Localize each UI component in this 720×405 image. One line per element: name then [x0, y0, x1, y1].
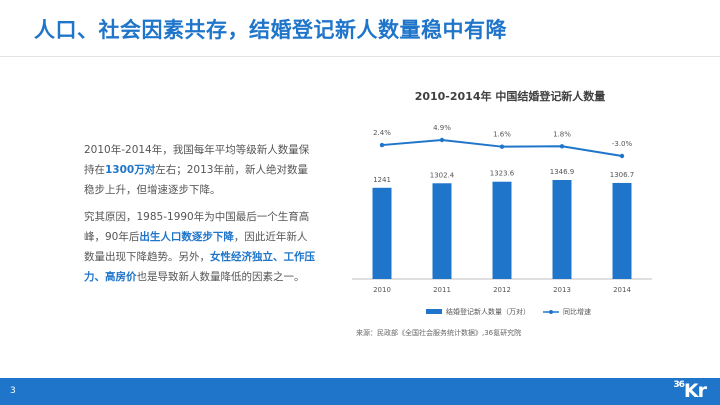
footer-bar: 3 36Kr [0, 378, 720, 405]
legend-line-marker [549, 310, 553, 314]
legend-bar-swatch [426, 309, 442, 314]
text-run: 究其原因，1985-1990年为中国最后一个生育高峰，90年后 [84, 211, 310, 243]
chart-source: 来源：民政部《全国社会服务统计数据》,36氪研究院 [356, 328, 521, 337]
growth-point [499, 144, 505, 149]
text-run: 也是导致新人数量降低的因素之一。 [136, 271, 305, 283]
logo-letters: Kr [683, 380, 707, 402]
x-tick-label: 2011 [433, 286, 451, 294]
legend-bar-label: 结婚登记新人数量（万对） [446, 307, 530, 316]
x-tick-label: 2010 [373, 286, 391, 294]
x-tick-label: 2014 [613, 286, 631, 294]
chart-title: 2010-2014年 中国结婚登记新人数量 [415, 89, 606, 103]
page-title: 人口、社会因素共存，结婚登记新人数量稳中有降 [34, 18, 507, 42]
bar-2012 [492, 181, 512, 279]
bar-2011 [432, 183, 452, 279]
text-run: 左右；2013年前，新人绝对数量稳步上升，但增速逐步下降。 [84, 164, 308, 196]
bar-2013 [552, 180, 572, 279]
logo-number: 36 [673, 380, 684, 390]
growth-label: 1.8% [553, 130, 571, 138]
growth-label: 2.4% [373, 129, 391, 137]
growth-label: -3.0% [612, 140, 633, 148]
growth-point [559, 144, 565, 149]
growth-point [379, 142, 385, 148]
description-text: 2010年-2014年，我国每年平均等级新人数量保持在1300万对左右；2013… [84, 140, 316, 294]
growth-label: 4.9% [433, 124, 451, 132]
bar-label: 1346.9 [550, 168, 575, 176]
text-run: ，因此近年新人数量出现下降趋势。另外， [84, 231, 308, 263]
bar-label: 1323.6 [490, 170, 515, 178]
growth-point [439, 137, 445, 143]
marriage-chart: 2010-2014年 中国结婚登记新人数量 来源：民政部《全国社会服务统计数据》… [352, 89, 652, 337]
bar-2010 [372, 187, 392, 279]
bar-label: 1306.7 [610, 171, 635, 179]
highlight-text: 1300万对 [105, 164, 156, 176]
text-run: 2010年-2014年，我国每年平均等级新人数量保持在 [84, 144, 310, 176]
title-divider [0, 56, 720, 57]
growth-label: 1.6% [493, 131, 511, 139]
x-tick-label: 2013 [553, 286, 571, 294]
36kr-logo: 36Kr [673, 380, 707, 402]
highlight-text: 女性经济独立、工作压力、高房价 [84, 251, 315, 283]
bar-label: 1241 [373, 176, 391, 184]
paragraph-1: 2010年-2014年，我国每年平均等级新人数量保持在1300万对左右；2013… [84, 140, 316, 200]
bar-label: 1302.4 [430, 171, 455, 179]
legend-line-label: 同比增速 [563, 307, 591, 316]
x-tick-label: 2012 [493, 286, 511, 294]
page-number: 3 [10, 386, 16, 396]
bar-2014 [612, 182, 632, 279]
paragraph-2: 究其原因，1985-1990年为中国最后一个生育高峰，90年后出生人口数逐步下降… [84, 207, 316, 287]
growth-point [619, 153, 625, 159]
highlight-text: 出生人口数逐步下降 [139, 231, 234, 243]
